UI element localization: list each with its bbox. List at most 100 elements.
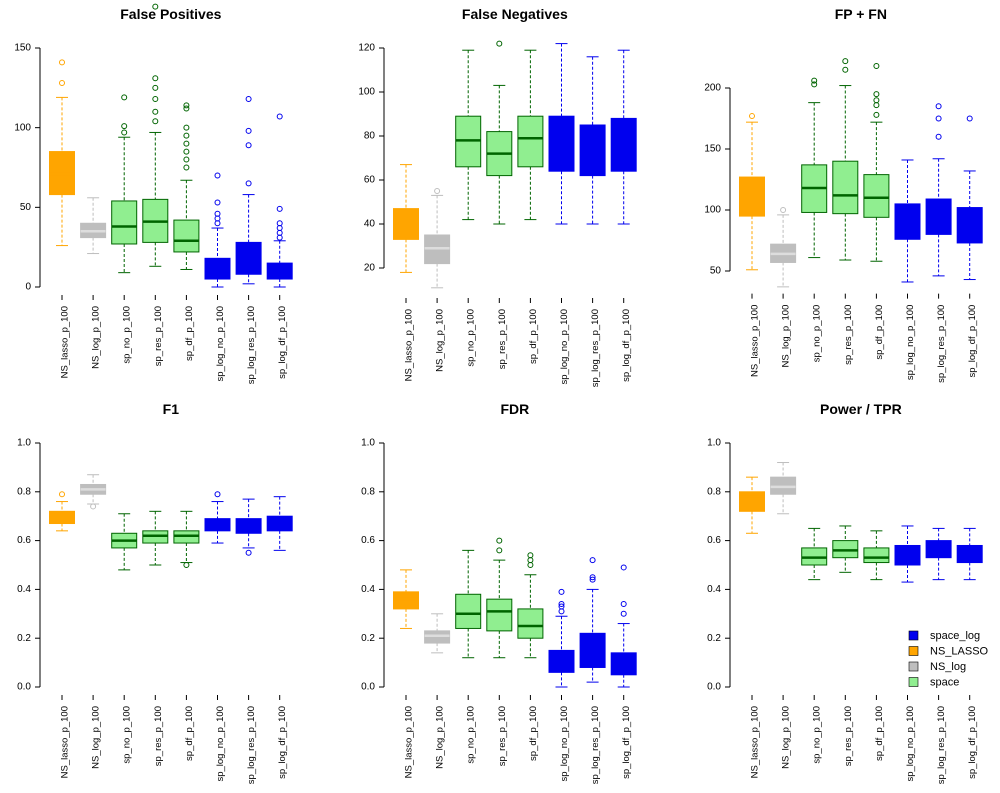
box-sp_df_p_100 — [863, 63, 890, 262]
box-sp_no_p_100 — [455, 49, 482, 221]
panel-4: F1 0.0 0.2 0.4 0.6 0.8 1.0 NS_lasso_p_100 NS_log… — [17, 401, 293, 784]
outlier-point — [620, 610, 627, 617]
outlier-point — [121, 129, 128, 136]
y-tick-label: 0.6 — [707, 535, 721, 546]
legend-swatch — [908, 646, 919, 656]
box-sp_log_no_p_100 — [894, 159, 921, 283]
x-tick-label: sp_log_res_p_100 — [246, 306, 257, 384]
box-body — [739, 491, 765, 512]
x-tick-label: sp_no_p_100 — [466, 309, 477, 367]
x-tick-label: sp_no_p_100 — [812, 706, 823, 764]
outlier-point — [183, 105, 190, 112]
outlier-point — [873, 111, 880, 118]
outlier-point — [245, 549, 252, 556]
outlier-point — [873, 102, 880, 109]
outlier-point — [620, 601, 627, 608]
x-tick-label: sp_log_res_p_100 — [936, 305, 947, 383]
outlier-point — [121, 123, 128, 130]
x-tick-label: sp_log_res_p_100 — [936, 706, 947, 784]
box-body — [455, 593, 482, 629]
outlier-point — [183, 148, 190, 155]
outlier-point — [121, 94, 128, 101]
box-body — [832, 160, 859, 215]
box-body — [235, 241, 262, 275]
box-sp_no_p_100 — [111, 94, 138, 274]
x-tick-label: sp_log_df_p_100 — [277, 706, 288, 779]
outlier-point — [811, 77, 818, 84]
outlier-point — [558, 601, 565, 608]
outlier-point — [276, 205, 283, 212]
outlier-point — [558, 608, 565, 615]
outlier-point — [842, 66, 849, 73]
outlier-point — [276, 113, 283, 120]
outlier-point — [873, 97, 880, 104]
outlier-point — [245, 127, 252, 134]
box-body — [111, 200, 138, 245]
x-tick-label: NS_log_p_100 — [781, 706, 792, 769]
x-tick-label: sp_log_df_p_100 — [621, 309, 632, 382]
panel-3: FP + FN 50 100 150 200 NS_lasso_p_100 NS_log_p… — [704, 6, 983, 383]
outlier-point — [276, 234, 283, 241]
panel-title: False Negatives — [462, 6, 568, 22]
outlier-point — [496, 547, 503, 554]
box-sp_log_res_p_100 — [579, 56, 606, 225]
x-tick-label: NS_log_p_100 — [435, 706, 446, 769]
y-tick-label: 1.0 — [707, 438, 721, 449]
outlier-point — [935, 115, 942, 122]
panel-2: False Negatives 20 40 60 80 100 120 NS_lasso_p_… — [358, 6, 637, 387]
panel-title: F1 — [163, 401, 180, 417]
y-tick-label: 0.4 — [707, 584, 721, 595]
x-tick-label: NS_lasso_p_100 — [404, 309, 415, 381]
outlier-point — [183, 132, 190, 139]
x-tick-label: NS_lasso_p_100 — [750, 305, 761, 377]
outlier-point — [214, 210, 221, 217]
box-sp_res_p_100 — [832, 58, 859, 261]
box-sp_df_p_100 — [863, 530, 890, 581]
x-tick-label: sp_log_no_p_100 — [215, 706, 226, 782]
box-sp_res_p_100 — [486, 40, 513, 225]
x-tick-label: sp_df_p_100 — [184, 706, 195, 761]
outlier-point — [276, 229, 283, 236]
x-tick-label: sp_log_res_p_100 — [590, 309, 601, 387]
outlier-point — [152, 3, 159, 10]
y-tick-label: 80 — [364, 131, 376, 142]
y-tick-label: 100 — [358, 87, 375, 98]
outlier-point — [59, 59, 65, 66]
outlier-point — [214, 491, 221, 498]
x-tick-label: sp_df_p_100 — [874, 305, 885, 360]
box-body — [863, 547, 890, 564]
outlier-point — [183, 102, 190, 109]
x-tick-label: sp_log_res_p_100 — [590, 706, 601, 784]
box-body — [579, 632, 606, 668]
y-tick-label: 150 — [704, 144, 721, 155]
y-tick-label: 60 — [364, 175, 376, 186]
outlier-point — [276, 225, 283, 232]
x-tick-label: sp_log_no_p_100 — [559, 309, 570, 385]
legend-swatch — [908, 630, 919, 641]
y-tick-label: 0.2 — [361, 633, 375, 644]
outlier-point — [873, 63, 880, 70]
outlier-point — [59, 491, 65, 498]
box-sp_log_df_p_100 — [266, 113, 293, 288]
panel-1: False Positives 0 50 100 150 NS_lasso_p_100 NS… — [14, 3, 293, 384]
box-NS_lasso_p_100 — [393, 164, 419, 273]
x-tick-label: sp_log_df_p_100 — [967, 706, 978, 779]
outlier-point — [214, 199, 221, 206]
box-sp_df_p_100 — [517, 552, 544, 659]
outlier-point — [496, 537, 503, 544]
outlier-point — [276, 220, 283, 227]
y-tick-label: 50 — [710, 266, 722, 277]
outlier-point — [183, 562, 190, 568]
box-sp_log_res_p_100 — [235, 498, 262, 556]
box-sp_log_res_p_100 — [579, 557, 606, 683]
box-sp_log_df_p_100 — [266, 496, 293, 551]
x-tick-label: sp_log_df_p_100 — [277, 306, 288, 379]
y-tick-label: 0.0 — [707, 682, 721, 693]
outlier-point — [214, 172, 221, 179]
y-tick-label: 0.2 — [17, 633, 31, 644]
y-tick-label: 1.0 — [361, 438, 375, 449]
x-tick-label: NS_log_p_100 — [91, 306, 102, 369]
legend-label: NS_LASSO — [930, 645, 989, 657]
